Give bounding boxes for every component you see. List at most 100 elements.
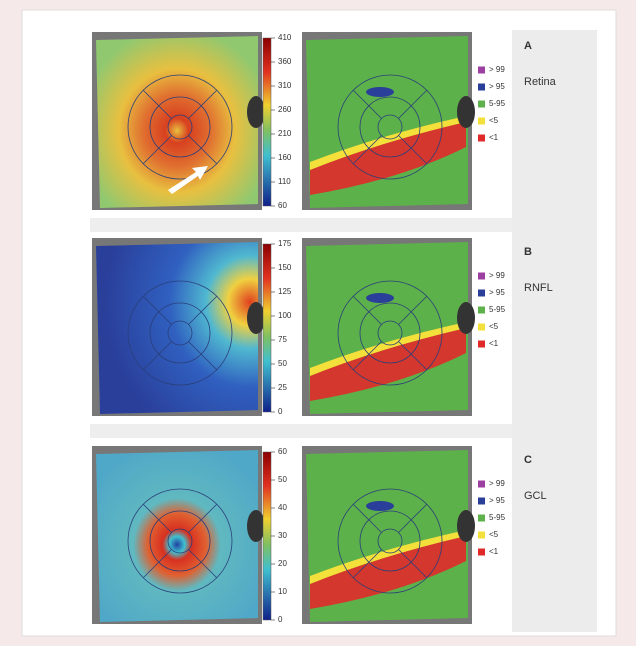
separator (90, 424, 512, 438)
grid-spoke (142, 295, 172, 325)
high-region (366, 501, 394, 511)
grid-spoke (352, 549, 382, 579)
legend-label: <1 (489, 547, 499, 556)
optic-disc (247, 96, 265, 128)
colorbar (262, 451, 272, 621)
legend-label: 5-95 (489, 99, 506, 108)
colorbar-tick-label: 110 (278, 177, 291, 186)
legend-label: > 95 (489, 82, 505, 91)
colorbar-tick-label: 175 (278, 239, 292, 248)
grid-ring (337, 280, 443, 386)
colorbar-tick-label: 50 (278, 475, 287, 484)
panel-letter: B (524, 246, 532, 258)
colorbar-tick-label: 160 (278, 153, 292, 162)
grid-spoke (188, 135, 218, 165)
legend-swatch (478, 514, 485, 522)
label-column (512, 30, 597, 632)
grid-spoke (352, 89, 382, 119)
legend-label: 5-95 (489, 513, 506, 522)
colorbar-tick-label: 360 (278, 57, 292, 66)
panel-label: RNFL (524, 282, 553, 294)
grid-spoke (352, 503, 382, 533)
borderline-region (310, 116, 466, 170)
legend-swatch (478, 531, 485, 539)
grid-ring (337, 74, 443, 180)
optic-disc (457, 96, 475, 128)
grid-spoke (142, 503, 172, 533)
colorbar-tick-label: 60 (278, 447, 287, 456)
legend-label: > 95 (489, 496, 505, 505)
legend-swatch (478, 272, 485, 280)
colorbar-tick-label: 0 (278, 615, 283, 624)
grid-spoke (142, 135, 172, 165)
optic-disc (247, 302, 265, 334)
arrow (168, 166, 208, 194)
legend-label: <5 (489, 116, 499, 125)
colorbar (262, 37, 272, 207)
grid-spoke (188, 89, 218, 119)
borderline-region (310, 530, 466, 584)
colorbar-tick-label: 60 (278, 201, 287, 210)
legend-swatch (478, 134, 485, 142)
optic-disc (457, 302, 475, 334)
grid-ring (149, 510, 211, 572)
legend-label: > 95 (489, 288, 505, 297)
grid-spoke (398, 549, 428, 579)
grid-ring (127, 280, 233, 386)
grid-spoke (188, 295, 218, 325)
colorbar-tick-label: 20 (278, 559, 287, 568)
colorbar-tick-label: 75 (278, 335, 287, 344)
colorbar-tick-label: 125 (278, 287, 292, 296)
legend-swatch (478, 306, 485, 314)
thickness-map (96, 36, 258, 208)
grid-spoke (398, 503, 428, 533)
grid-spoke (142, 549, 172, 579)
panel-letter: A (524, 40, 532, 52)
legend-label: 5-95 (489, 305, 506, 314)
grid-spoke (352, 295, 382, 325)
legend-swatch (478, 340, 485, 348)
colorbar-tick-label: 30 (278, 531, 287, 540)
grid-spoke (398, 135, 428, 165)
grid-spoke (398, 341, 428, 371)
legend-swatch (478, 100, 485, 108)
abnormal-region (310, 536, 466, 609)
colorbar-tick-label: 410 (278, 33, 292, 42)
high-region (366, 293, 394, 303)
thickness-map (96, 242, 258, 414)
colorbar-tick-label: 100 (278, 311, 292, 320)
legend-swatch (478, 497, 485, 505)
borderline-region (310, 322, 466, 376)
legend-label: <5 (489, 322, 499, 331)
separator (90, 218, 512, 232)
legend-label: > 99 (489, 479, 505, 488)
legend-swatch (478, 117, 485, 125)
panel-label: GCL (524, 490, 547, 502)
grid-ring (149, 302, 211, 364)
grid-spoke (142, 89, 172, 119)
grid-spoke (398, 89, 428, 119)
optic-disc (247, 510, 265, 542)
colorbar-tick-label: 50 (278, 359, 287, 368)
legend-label: <1 (489, 339, 499, 348)
panel-label: Retina (524, 76, 557, 88)
grid-ring (149, 96, 211, 158)
grid-ring (359, 96, 421, 158)
grid-ring (167, 114, 193, 140)
legend-swatch (478, 548, 485, 556)
grid-ring (337, 488, 443, 594)
panel-letter: C (524, 454, 532, 466)
colorbar-tick-label: 260 (278, 105, 292, 114)
colorbar-tick-label: 310 (278, 81, 292, 90)
legend-swatch (478, 83, 485, 91)
grid-ring (359, 302, 421, 364)
grid-ring (127, 488, 233, 594)
grid-spoke (188, 503, 218, 533)
legend-swatch (478, 289, 485, 297)
colorbar-tick-label: 25 (278, 383, 287, 392)
legend-swatch (478, 480, 485, 488)
colorbar-tick-label: 0 (278, 407, 283, 416)
grid-ring (167, 320, 193, 346)
abnormal-region (310, 122, 466, 195)
